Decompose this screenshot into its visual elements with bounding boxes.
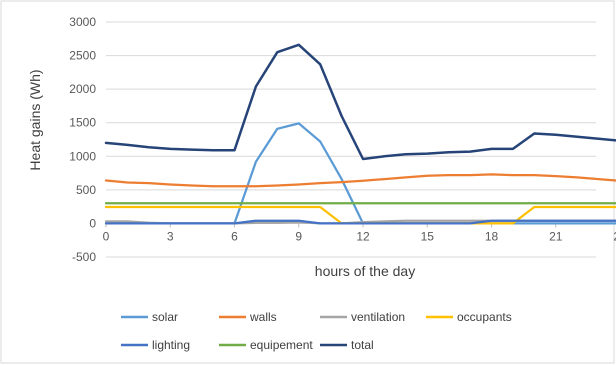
x-tick-label: 18 [485, 229, 499, 243]
legend-item-ventilation: ventilation [320, 310, 405, 324]
legend-item-lighting: lighting [121, 338, 190, 352]
y-tick-label: 1000 [69, 149, 96, 163]
legend-item-total: total [320, 338, 374, 352]
x-axis-title: hours of the day [315, 263, 415, 279]
x-tick-label: 21 [549, 229, 563, 243]
x-tick-label: 15 [421, 229, 435, 243]
series-line-walls [104, 173, 616, 188]
series-line-lighting [104, 219, 616, 225]
y-tick-labels: 3000 2500 2000 1500 1000 500 0 -500 [69, 15, 96, 264]
y-tick-label: 2000 [69, 82, 96, 96]
x-tick-label: 0 [103, 229, 110, 243]
y-tick-label: 500 [76, 183, 96, 197]
legend-item-solar: solar [121, 310, 178, 324]
legend-label: solar [152, 310, 178, 324]
y-tick-label: 1500 [69, 116, 96, 130]
legend-item-occupants: occupants [426, 310, 512, 324]
y-tick-label: 2500 [69, 49, 96, 63]
series-line-total [104, 43, 616, 161]
legend-item-equipement: equipement [219, 338, 313, 352]
y-tick-label: -500 [72, 250, 96, 264]
legend-item-walls: walls [219, 310, 277, 324]
legend-label: occupants [457, 310, 512, 324]
x-tick-label: 24 [613, 229, 616, 243]
series-lines [104, 43, 616, 225]
x-tick-label: 9 [295, 229, 302, 243]
legend-label: ventilation [351, 310, 405, 324]
legend-label: total [351, 338, 374, 352]
legend: solar walls ventilation occupants lighting eq… [121, 310, 512, 352]
legend-label: lighting [152, 338, 190, 352]
y-tick-label: 0 [89, 216, 96, 230]
legend-label: walls [249, 310, 277, 324]
x-tick-label: 6 [231, 229, 238, 243]
y-tick-label: 3000 [69, 15, 96, 29]
y-axis-title: Heat gains (Wh) [27, 69, 43, 170]
x-tick-label: 12 [356, 229, 370, 243]
x-tick-label: 3 [167, 229, 174, 243]
legend-label: equipement [250, 338, 313, 352]
